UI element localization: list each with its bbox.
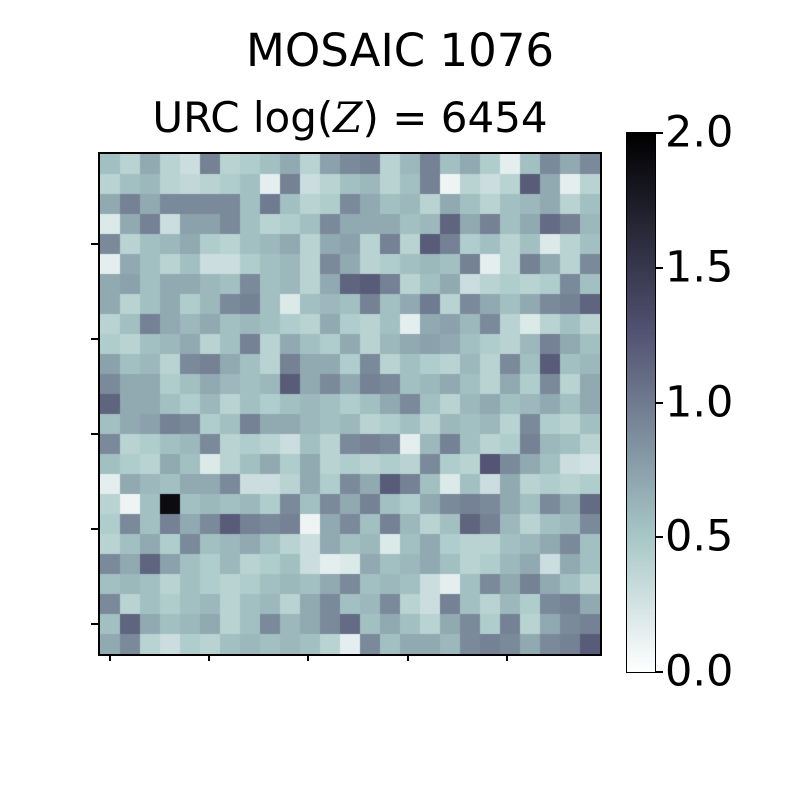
colorbar-tick — [656, 401, 663, 404]
heatmap-axes-frame — [98, 152, 602, 656]
colorbar-tick-label: 1.0 — [665, 377, 734, 427]
y-axis-tick — [91, 528, 98, 530]
colorbar-tick-label: 1.5 — [665, 242, 734, 293]
colorbar-tick — [656, 536, 663, 539]
x-axis-tick — [307, 654, 309, 661]
heatmap-canvas — [100, 154, 600, 654]
colorbar-canvas — [626, 132, 655, 672]
y-axis-tick — [91, 623, 98, 625]
mathcal-z-symbol: Z — [333, 93, 363, 142]
x-axis-tick — [407, 654, 409, 661]
colorbar-tick-label: 0.5 — [665, 511, 734, 562]
colorbar-frame — [625, 131, 656, 673]
colorbar-tick — [656, 266, 663, 269]
axes-title: URC log(Z) = 6454 — [152, 97, 547, 139]
x-axis-tick — [506, 654, 508, 661]
y-axis-tick — [91, 243, 98, 245]
figure-title: MOSAIC 1076 — [246, 24, 554, 77]
colorbar-tick — [656, 671, 663, 673]
y-axis-tick — [91, 338, 98, 340]
colorbar-tick-label: 0.0 — [665, 646, 734, 697]
y-axis-tick — [91, 433, 98, 435]
x-axis-tick — [109, 654, 111, 661]
colorbar-tick-label: 2.0 — [665, 107, 734, 158]
x-axis-tick — [208, 654, 210, 661]
axes-title-suffix: ) = 6454 — [362, 93, 548, 142]
axes-title-prefix: URC log( — [152, 93, 334, 142]
colorbar-tick — [656, 132, 663, 134]
